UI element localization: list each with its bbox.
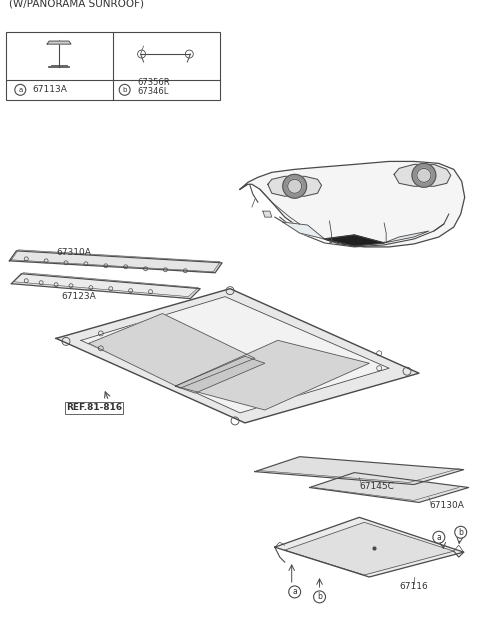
Polygon shape (89, 314, 255, 388)
Polygon shape (283, 222, 324, 239)
Text: a: a (292, 587, 297, 597)
Text: REF.81-816: REF.81-816 (66, 403, 122, 413)
Polygon shape (47, 41, 71, 44)
Text: a: a (18, 87, 23, 93)
Polygon shape (275, 517, 464, 577)
Circle shape (417, 168, 431, 182)
Text: 67113A: 67113A (32, 85, 67, 94)
Circle shape (15, 84, 26, 95)
Polygon shape (240, 161, 465, 247)
Polygon shape (175, 357, 265, 393)
Polygon shape (324, 235, 384, 246)
Text: b: b (122, 87, 127, 93)
Text: 67130A: 67130A (429, 501, 464, 510)
Text: b: b (458, 528, 463, 537)
Polygon shape (9, 251, 222, 273)
Text: 67145C: 67145C (360, 482, 394, 491)
Polygon shape (263, 211, 272, 217)
Polygon shape (394, 164, 451, 186)
Circle shape (283, 175, 307, 198)
Circle shape (288, 586, 300, 598)
Text: b: b (317, 592, 322, 602)
Polygon shape (268, 176, 322, 196)
Circle shape (119, 84, 130, 95)
Polygon shape (384, 231, 429, 243)
Text: a: a (436, 533, 441, 542)
Polygon shape (81, 297, 389, 413)
Polygon shape (12, 274, 200, 299)
Polygon shape (175, 340, 369, 410)
Text: 67356R: 67356R (138, 78, 170, 88)
Polygon shape (12, 250, 220, 272)
Circle shape (433, 531, 445, 543)
Circle shape (288, 180, 301, 193)
Text: 67116: 67116 (399, 583, 428, 592)
Circle shape (313, 591, 325, 603)
Polygon shape (285, 522, 454, 575)
Polygon shape (56, 289, 419, 423)
Polygon shape (255, 457, 464, 484)
Circle shape (455, 526, 467, 538)
Circle shape (412, 163, 436, 187)
Text: 67123A: 67123A (61, 292, 96, 301)
Polygon shape (13, 273, 198, 297)
FancyBboxPatch shape (6, 32, 220, 100)
Text: 67310A: 67310A (56, 248, 91, 257)
Polygon shape (310, 472, 468, 503)
Text: 67346L: 67346L (138, 88, 169, 96)
Text: (W/PANORAMA SUNROOF): (W/PANORAMA SUNROOF) (9, 0, 144, 8)
